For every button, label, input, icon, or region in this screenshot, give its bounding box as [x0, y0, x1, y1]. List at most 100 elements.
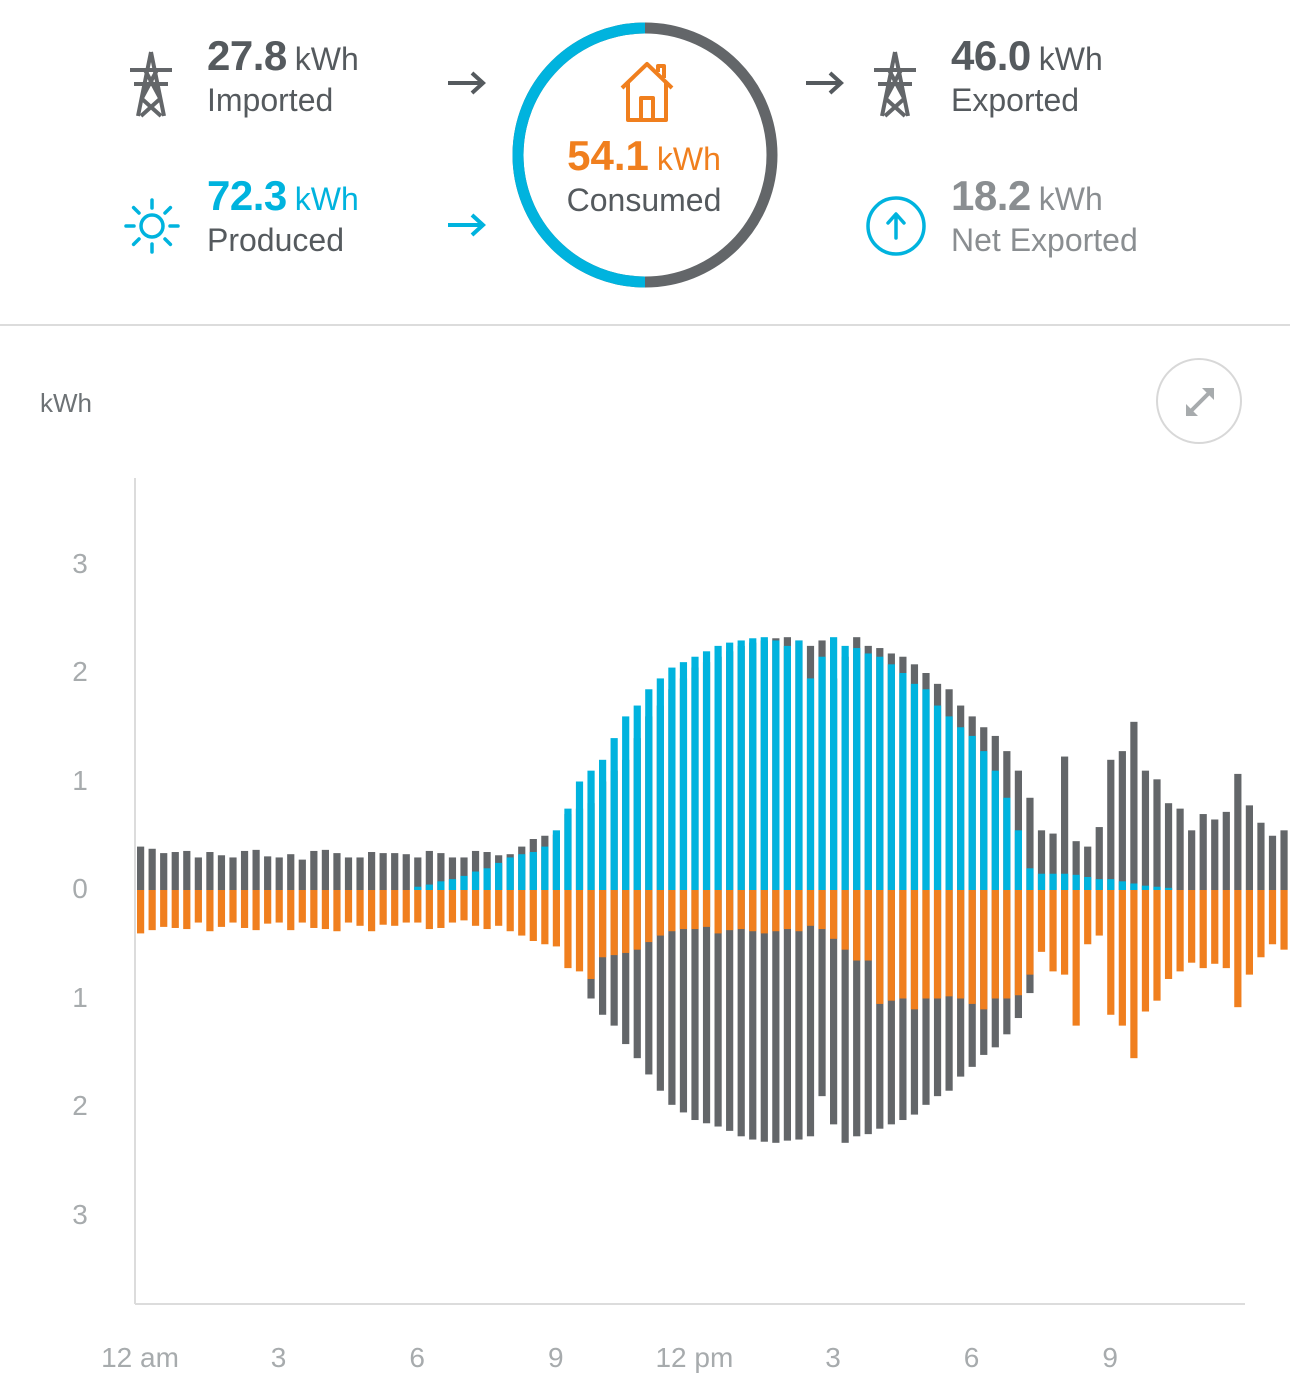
consumed-stat: 54.1 kWh — [516, 132, 772, 180]
bar-consumption — [899, 890, 907, 999]
bar-consumption — [275, 890, 283, 923]
bar-production-plus-import — [171, 852, 179, 890]
bar-production-plus-import — [1199, 814, 1207, 890]
bar-production-plus-import — [194, 857, 202, 890]
bar-production-plus-import — [275, 857, 283, 890]
bar-production-to-grid — [795, 640, 803, 890]
bar-production-plus-import — [229, 857, 237, 890]
bar-consumption — [1280, 890, 1288, 950]
bar-consumption — [645, 890, 653, 943]
bar-production-plus-import — [287, 854, 295, 890]
bar-consumption — [1257, 890, 1265, 958]
bar-consumption — [1072, 890, 1080, 1026]
bar-consumption — [379, 890, 387, 925]
bar-consumption-plus-export — [668, 890, 676, 1105]
bar-production-plus-import — [344, 857, 353, 890]
bar-production-to-grid — [575, 781, 584, 890]
bar-consumption — [217, 890, 226, 927]
x-tick-label: 6 — [409, 1342, 425, 1373]
net-exported-stat: 18.2 kWh Net Exported — [951, 172, 1138, 259]
bar-consumption — [1107, 890, 1115, 1015]
bar-production-to-grid — [957, 727, 965, 890]
bar-production-to-grid — [749, 638, 757, 890]
bar-consumption — [1049, 890, 1057, 972]
bar-consumption-plus-export — [645, 890, 653, 1075]
bar-consumption — [691, 890, 699, 930]
bar-consumption — [1061, 890, 1069, 975]
bar-production-to-grid — [448, 879, 457, 890]
ring-solar-segment — [512, 22, 646, 288]
bar-production-to-grid — [933, 705, 942, 890]
bar-production-plus-import — [437, 853, 445, 890]
y-axis-unit-label: kWh — [40, 388, 92, 418]
bar-production-to-grid — [506, 857, 514, 890]
bar-consumption — [344, 890, 353, 923]
consumed-label: Consumed — [566, 182, 722, 218]
bar-consumption — [1188, 890, 1196, 963]
bar-consumption — [518, 890, 526, 936]
bar-consumption — [933, 890, 942, 999]
bar-consumption — [980, 890, 988, 1010]
bar-consumption — [137, 890, 145, 934]
bar-production-to-grid — [564, 808, 572, 891]
bar-consumption-plus-export — [887, 890, 895, 1125]
bar-production-to-grid — [483, 868, 491, 890]
bar-production-to-grid — [679, 662, 688, 890]
export-arrow-icon — [806, 71, 844, 95]
bar-consumption-plus-export — [899, 890, 907, 1121]
net-exported-value: 18.2 — [951, 172, 1031, 219]
bar-consumption — [391, 890, 399, 926]
bar-production-to-grid — [991, 770, 999, 890]
bar-production-plus-import — [264, 856, 272, 890]
bar-production-plus-import — [1107, 759, 1115, 890]
bar-production-plus-import — [356, 857, 364, 890]
bar-production-plus-import — [471, 850, 480, 890]
bar-production-to-grid — [760, 637, 768, 890]
bar-consumption — [1234, 890, 1242, 1008]
exported-label: Exported — [951, 82, 1080, 118]
bar-production-to-grid — [1026, 868, 1034, 890]
bar-production-to-grid — [1084, 876, 1092, 890]
imported-unit: kWh — [294, 41, 359, 77]
bar-production-to-grid — [702, 651, 711, 890]
bar-consumption — [1211, 890, 1219, 964]
bar-consumption-plus-export — [702, 890, 711, 1124]
bar-production-plus-import — [1257, 822, 1265, 890]
bar-production-to-grid — [599, 759, 607, 890]
bar-consumption — [575, 890, 584, 972]
bar-consumption — [1026, 890, 1034, 975]
bar-production-plus-import — [368, 852, 376, 890]
bar-production-to-grid — [552, 830, 560, 890]
bar-consumption — [1222, 890, 1230, 969]
bar-production-plus-import — [1061, 756, 1069, 890]
produced-unit: kWh — [294, 181, 359, 217]
bar-consumption — [183, 890, 191, 930]
bar-production-plus-import — [402, 854, 410, 890]
bar-production-to-grid — [910, 683, 919, 890]
bar-production-to-grid — [818, 656, 826, 890]
bar-consumption — [806, 890, 815, 926]
net-exported-label: Net Exported — [951, 222, 1138, 258]
bar-consumption — [656, 890, 664, 936]
bar-production-plus-import — [206, 852, 214, 890]
y-tick-label: 0 — [72, 873, 88, 904]
bar-consumption-plus-export — [691, 890, 699, 1121]
bar-production-to-grid — [541, 846, 549, 890]
bar-production-to-grid — [1164, 887, 1173, 890]
bar-production-plus-import — [1211, 819, 1219, 890]
bar-consumption — [783, 890, 791, 930]
bar-consumption — [795, 890, 803, 932]
sun-icon — [124, 198, 180, 254]
bar-consumption — [922, 890, 930, 999]
bar-consumption — [910, 890, 919, 1010]
bar-consumption — [760, 890, 768, 934]
produced-label: Produced — [207, 222, 344, 258]
bar-production-plus-import — [1245, 805, 1253, 890]
expand-button[interactable] — [1156, 358, 1242, 444]
x-tick-label: 3 — [270, 1342, 287, 1373]
y-tick-label: 3 — [72, 1198, 88, 1230]
bar-consumption — [448, 890, 457, 923]
bar-production-plus-import — [1014, 770, 1022, 890]
bar-production-to-grid — [806, 678, 815, 890]
